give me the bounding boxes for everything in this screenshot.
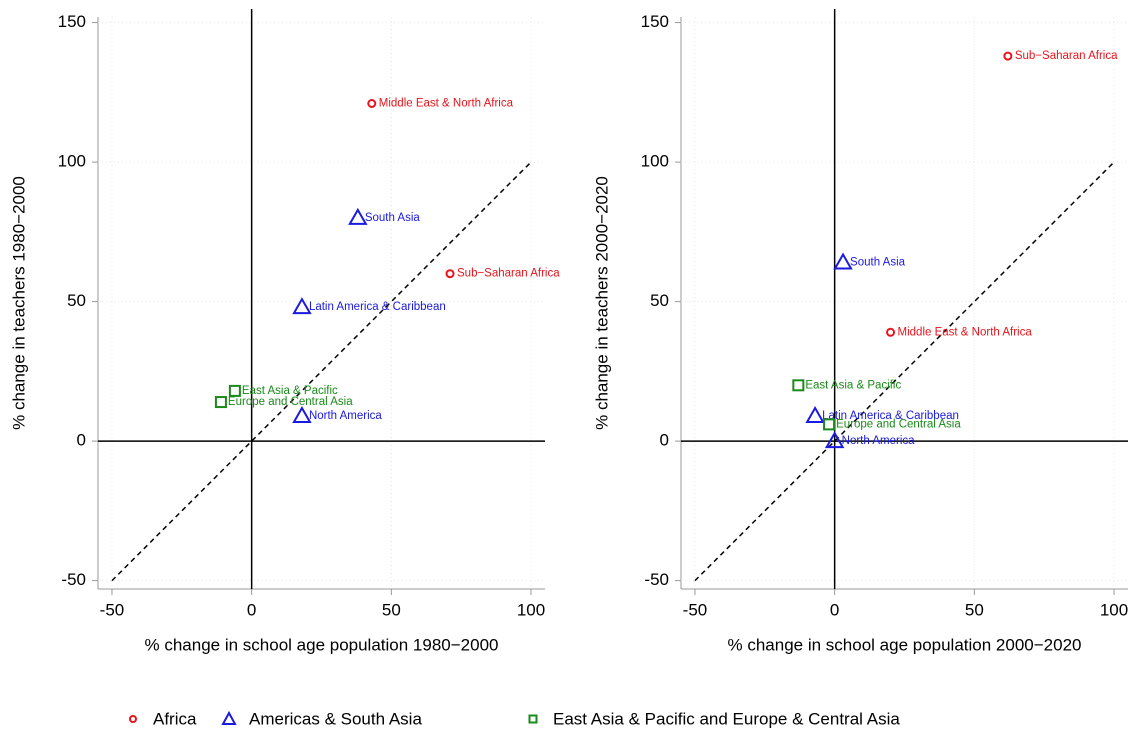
point <box>886 327 896 337</box>
point-label: Middle East & North Africa <box>379 98 514 110</box>
y-axis-title: % change in teachers 1980−2000 <box>9 176 28 430</box>
y-tick-label: 150 <box>58 12 86 31</box>
x-tick-label: -50 <box>683 600 708 619</box>
legend-label: Africa <box>153 709 197 728</box>
legend-label: East Asia & Pacific and Europe & Central… <box>553 709 900 728</box>
point <box>824 431 845 449</box>
x-axis-title: % change in school age population 1980−2… <box>145 635 499 654</box>
x-tick-label: -50 <box>100 600 125 619</box>
point-label: South Asia <box>850 257 906 269</box>
x-axis-title: % change in school age population 2000−2… <box>728 635 1082 654</box>
point <box>833 252 853 270</box>
point-label: East Asia & Pacific <box>242 385 338 397</box>
point <box>823 418 836 431</box>
y-tick-label: -50 <box>61 570 86 589</box>
point <box>792 379 805 392</box>
point-label: Latin America & Caribbean <box>822 410 959 422</box>
point-label: Sub−Saharan Africa <box>1015 50 1118 62</box>
point <box>805 405 825 424</box>
x-tick-label: 100 <box>517 600 545 619</box>
x-tick-label: 50 <box>965 600 984 619</box>
y-tick-label: -50 <box>644 570 669 589</box>
y-tick-label: 50 <box>650 291 669 310</box>
y-tick-label: 0 <box>660 431 669 450</box>
point <box>445 269 455 279</box>
point-label: East Asia & Pacific <box>805 379 901 391</box>
point-label: North America <box>842 435 915 447</box>
x-tick-label: 0 <box>247 600 256 619</box>
point <box>367 98 377 108</box>
point-label: Europe and Central Asia <box>836 418 961 430</box>
y-tick-label: 0 <box>77 431 86 450</box>
x-tick-label: 0 <box>830 600 839 619</box>
point-label: Europe and Central Asia <box>228 396 353 408</box>
y-tick-label: 100 <box>641 152 669 171</box>
point-label: Sub−Saharan Africa <box>457 268 560 280</box>
point <box>348 207 368 225</box>
x-tick-label: 100 <box>1100 600 1128 619</box>
y-tick-label: 50 <box>67 291 86 310</box>
point-label: Middle East & North Africa <box>898 326 1033 338</box>
y-axis-title: % change in teachers 2000−2020 <box>592 176 611 430</box>
x-tick-label: 50 <box>382 600 401 619</box>
point-label: Latin America & Caribbean <box>309 301 446 313</box>
legend-marker <box>528 714 538 724</box>
point <box>292 405 312 424</box>
point-label: South Asia <box>365 212 421 224</box>
y-tick-label: 150 <box>641 12 669 31</box>
diagonal <box>694 161 1115 582</box>
legend-marker <box>221 710 237 725</box>
diagonal <box>111 161 532 582</box>
legend-label: Americas & South Asia <box>249 709 422 728</box>
point <box>214 396 227 409</box>
point <box>292 297 312 315</box>
point <box>228 384 241 397</box>
legend-marker <box>129 715 137 723</box>
point <box>1003 51 1013 61</box>
point-label: North America <box>309 410 382 422</box>
y-tick-label: 100 <box>58 152 86 171</box>
